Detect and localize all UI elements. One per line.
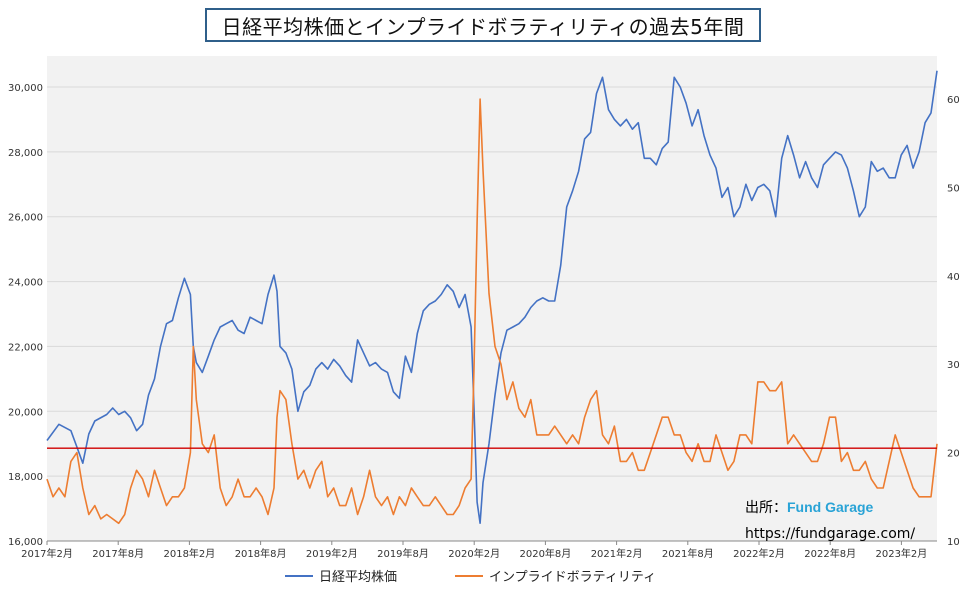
y-left-tick-label: 28,000 xyxy=(8,148,43,159)
x-tick-label: 2018年8月 xyxy=(235,547,287,560)
x-tick-label: 2018年2月 xyxy=(163,547,215,560)
y-left-tick-label: 26,000 xyxy=(8,213,43,224)
y-left-tick-label: 16,000 xyxy=(8,537,43,548)
x-tick-label: 2021年2月 xyxy=(591,547,643,560)
x-tick-label: 2019年8月 xyxy=(377,547,429,560)
x-tick-label: 2017年2月 xyxy=(21,547,73,560)
legend-label-iv: インプライドボラティリティ xyxy=(489,570,657,585)
source-url: https://fundgarage.com/ xyxy=(745,526,916,542)
source-note: 出所：Fund Garage https://fundgarage.com/ xyxy=(745,494,915,547)
y-left-tick-label: 30,000 xyxy=(8,83,43,94)
legend-swatch-nikkei xyxy=(285,574,313,577)
x-tick-label: 2020年8月 xyxy=(519,547,571,560)
x-tick-label: 2021年8月 xyxy=(662,547,714,560)
y-right-tick-label: 30 xyxy=(947,360,960,371)
x-tick-label: 2019年2月 xyxy=(306,547,358,560)
source-brand: Fund Garage xyxy=(787,499,874,515)
y-left-tick-label: 22,000 xyxy=(8,342,43,353)
y-right-tick-label: 40 xyxy=(947,272,960,283)
y-right-tick-label: 50 xyxy=(947,183,960,194)
x-tick-label: 2017年8月 xyxy=(92,547,144,560)
x-tick-label: 2022年8月 xyxy=(804,547,856,560)
legend-label-nikkei: 日経平均株価 xyxy=(319,570,398,585)
axes xyxy=(46,540,937,545)
y-right-tick-label: 60 xyxy=(947,95,960,106)
chart-title: 日経平均株価とインプライドボラティリティの過去5年間 xyxy=(205,8,761,42)
legend-item-nikkei: 日経平均株価 xyxy=(285,566,397,585)
series-nikkei-line xyxy=(46,70,938,524)
legend-item-iv: インプライドボラティリティ xyxy=(455,566,656,585)
plot-area xyxy=(47,56,937,541)
series-iv-line xyxy=(46,98,938,525)
x-tick-label: 2023年2月 xyxy=(875,547,927,560)
source-label: 出所： xyxy=(745,500,787,516)
series-layer xyxy=(46,70,938,525)
tick-labels: 16,000 18,000 20,000 22,000 24,000 26,000 28,0… xyxy=(8,83,960,560)
legend-swatch-iv xyxy=(455,574,484,577)
y-left-tick-label: 20,000 xyxy=(8,407,43,418)
y-right-tick-label: 20 xyxy=(947,449,960,460)
y-left-tick-label: 24,000 xyxy=(8,278,43,289)
y-right-tick-label: 10 xyxy=(947,537,960,548)
x-tick-label: 2022年2月 xyxy=(733,547,785,560)
x-tick-label: 2020年2月 xyxy=(448,547,500,560)
y-left-tick-label: 18,000 xyxy=(8,472,43,483)
legend: 日経平均株価 インプライドボラティリティ xyxy=(285,566,714,585)
